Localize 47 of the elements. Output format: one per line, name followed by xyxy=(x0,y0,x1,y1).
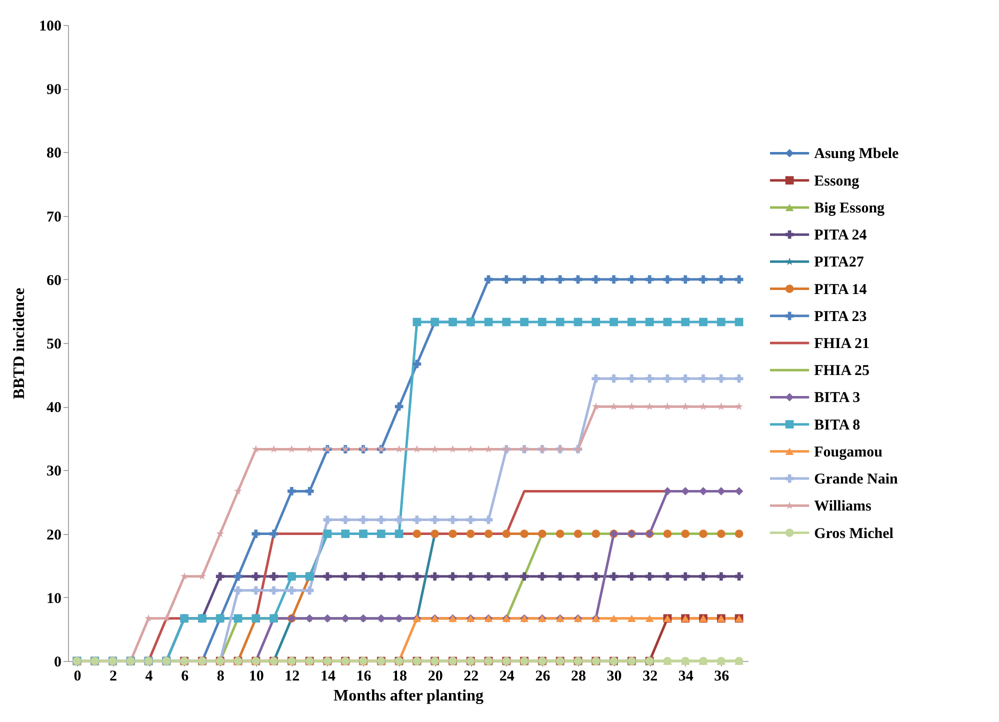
x-tick-label: 12 xyxy=(284,668,300,684)
y-tick-label: 70 xyxy=(46,209,62,226)
x-tick-label: 22 xyxy=(464,668,479,684)
y-axis-title: BBTD incidence xyxy=(11,288,28,400)
x-tick-label: 6 xyxy=(181,668,190,684)
legend-label: Essong xyxy=(814,173,860,190)
legend-label: PITA 24 xyxy=(814,228,868,244)
x-tick-label: 18 xyxy=(392,668,408,684)
legend-label: Gros Michel xyxy=(814,526,894,542)
y-tick-label: 100 xyxy=(39,18,62,34)
x-tick-label: 20 xyxy=(428,668,443,684)
legend-label: PITA 23 xyxy=(814,308,867,325)
y-tick-label: 10 xyxy=(46,590,62,607)
x-tick-label: 2 xyxy=(109,668,117,684)
y-tick-label: 20 xyxy=(46,527,62,544)
x-tick-label: 32 xyxy=(642,668,658,684)
y-tick-label: 80 xyxy=(46,146,62,162)
legend-label: Williams xyxy=(814,498,872,515)
x-tick-label: 24 xyxy=(499,668,515,684)
legend-label: Big Essong xyxy=(814,200,886,216)
legend-label: Grande Nain xyxy=(814,472,899,488)
y-tick-label: 30 xyxy=(46,464,62,480)
y-tick-label: 40 xyxy=(46,400,62,416)
x-tick-label: 16 xyxy=(356,668,372,684)
y-tick-label: 0 xyxy=(54,654,62,670)
x-tick-label: 26 xyxy=(535,668,551,684)
legend-label: FHIA 25 xyxy=(814,363,870,380)
x-tick-label: 36 xyxy=(714,668,730,684)
legend-label: PITA27 xyxy=(814,254,864,271)
legend-label: Fougamou xyxy=(814,444,882,460)
x-axis-title: Months after planting xyxy=(334,688,484,704)
legend-label: BITA 8 xyxy=(814,417,860,434)
legend-label: Asung Mbele xyxy=(814,146,900,162)
x-tick-label: 28 xyxy=(571,668,586,684)
x-tick-label: 10 xyxy=(248,668,264,684)
y-tick-label: 90 xyxy=(46,82,62,98)
x-tick-label: 4 xyxy=(145,668,154,684)
legend-label: FHIA 21 xyxy=(814,336,870,352)
y-tick-label: 50 xyxy=(46,336,62,352)
legend-label: PITA 14 xyxy=(814,282,868,298)
x-tick-label: 0 xyxy=(74,668,82,684)
y-tick-label: 60 xyxy=(46,272,62,289)
legend-label: BITA 3 xyxy=(814,390,860,406)
x-tick-label: 8 xyxy=(216,668,224,684)
x-tick-label: 30 xyxy=(606,668,622,684)
x-tick-label: 34 xyxy=(678,668,694,684)
x-tick-label: 14 xyxy=(320,668,336,684)
